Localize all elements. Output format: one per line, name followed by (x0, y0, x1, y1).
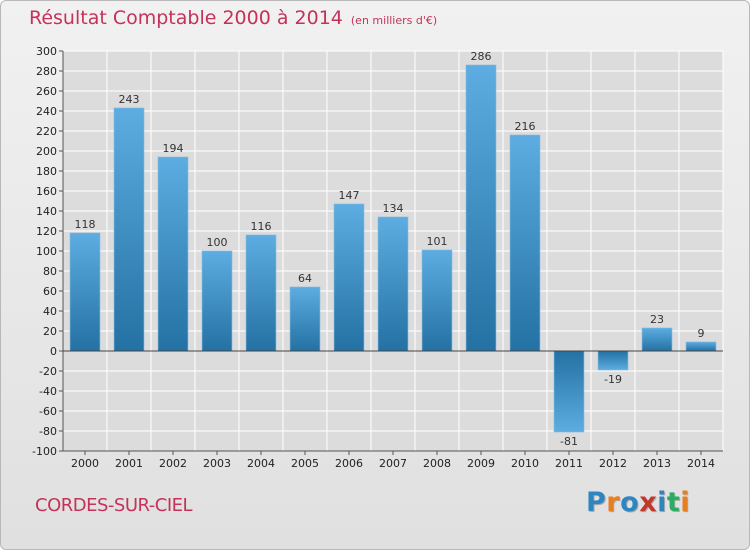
bar-2007 (377, 216, 409, 352)
proxiti-logo: Proxiti (586, 487, 690, 518)
y-tick-label: 300 (36, 45, 57, 58)
data-label: 194 (163, 142, 184, 155)
data-label: 243 (119, 93, 140, 106)
x-tick-label: 2009 (467, 457, 495, 470)
chart-title: Résultat Comptable 2000 à 2014 (en millie… (29, 7, 437, 29)
y-tick-label: 200 (36, 145, 57, 158)
data-label: 147 (339, 189, 360, 202)
y-tick-label: 40 (43, 305, 57, 318)
bar-2009 (465, 64, 497, 352)
data-label: -19 (604, 373, 622, 386)
y-tick-label: -40 (39, 385, 57, 398)
x-tick-label: 2008 (423, 457, 451, 470)
bar-2003 (201, 250, 233, 352)
x-tick-label: 2014 (687, 457, 715, 470)
x-tick-label: 2005 (291, 457, 319, 470)
x-tick-label: 2013 (643, 457, 671, 470)
y-tick-label: -80 (39, 425, 57, 438)
bar-2012 (597, 350, 629, 371)
y-tick-label: 260 (36, 85, 57, 98)
data-label: 216 (515, 120, 536, 133)
x-tick-label: 2007 (379, 457, 407, 470)
logo-letter: r (606, 487, 621, 518)
data-label: 9 (698, 327, 705, 340)
x-tick-label: 2000 (71, 457, 99, 470)
data-label: 286 (471, 50, 492, 63)
y-tick-label: -20 (39, 365, 57, 378)
bar-2011 (553, 350, 585, 433)
y-tick-label: 0 (50, 345, 57, 358)
y-tick-label: 60 (43, 285, 57, 298)
y-tick-label: 20 (43, 325, 57, 338)
bar-2014 (685, 341, 717, 352)
chart-subtitle: (en milliers d'€) (350, 14, 438, 27)
y-tick-label: -60 (39, 405, 57, 418)
bar-2000 (69, 232, 101, 352)
y-tick-label: 120 (36, 225, 57, 238)
chart-title-text: Résultat Comptable 2000 à 2014 (29, 7, 343, 29)
y-tick-label: 80 (43, 265, 57, 278)
logo-letter: x (639, 487, 658, 518)
bar-2008 (421, 249, 453, 352)
data-label: 116 (251, 220, 272, 233)
bar-2004 (245, 234, 277, 352)
data-label: 134 (383, 202, 404, 215)
bar-2001 (113, 107, 145, 352)
y-tick-label: 280 (36, 65, 57, 78)
logo-letter: i (680, 487, 691, 518)
y-tick-label: 160 (36, 185, 57, 198)
x-tick-label: 2004 (247, 457, 275, 470)
y-tick-label: 180 (36, 165, 57, 178)
x-tick-label: 2003 (203, 457, 231, 470)
logo-letter: o (620, 487, 640, 518)
y-tick-label: 220 (36, 125, 57, 138)
x-tick-label: 2011 (555, 457, 583, 470)
bar-2010 (509, 134, 541, 352)
bar-2013 (641, 327, 673, 352)
y-tick-label: -100 (32, 445, 57, 458)
data-label: 101 (427, 235, 448, 248)
logo-letter: i (657, 487, 667, 518)
x-tick-label: 2002 (159, 457, 187, 470)
x-tick-label: 2012 (599, 457, 627, 470)
y-tick-label: 100 (36, 245, 57, 258)
data-label: 100 (207, 236, 228, 249)
bar-2002 (157, 156, 189, 352)
logo-letter: P (586, 487, 607, 518)
x-tick-label: 2006 (335, 457, 363, 470)
x-tick-label: 2001 (115, 457, 143, 470)
data-label: 23 (650, 313, 664, 326)
data-label: 64 (298, 272, 312, 285)
x-tick-label: 2010 (511, 457, 539, 470)
data-label: 118 (75, 218, 96, 231)
data-label: -81 (560, 435, 578, 448)
bar-2006 (333, 203, 365, 352)
logo-letter: t (666, 487, 681, 518)
place-name: CORDES-SUR-CIEL (35, 495, 193, 516)
y-tick-label: 140 (36, 205, 57, 218)
bar-2005 (289, 286, 321, 352)
y-tick-label: 240 (36, 105, 57, 118)
